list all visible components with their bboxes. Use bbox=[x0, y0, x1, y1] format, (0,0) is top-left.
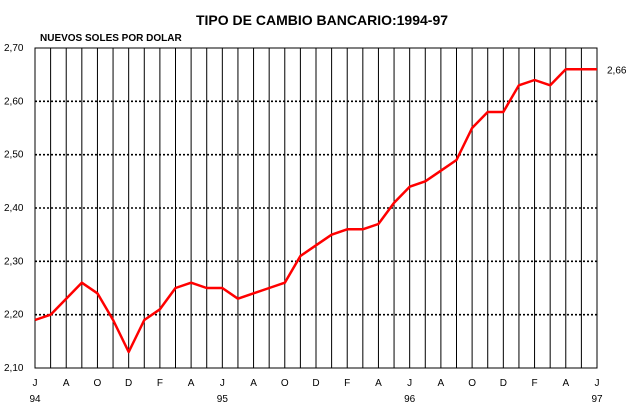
x-tick-label: A bbox=[562, 378, 569, 389]
x-tick-label: F bbox=[157, 378, 163, 389]
y-axis-label: NUEVOS SOLES POR DOLAR bbox=[40, 33, 182, 44]
y-tick-labels: 2,10 2,20 2,30 2,40 2,50 2,60 2,70 bbox=[4, 43, 24, 374]
x-tick-label: A bbox=[188, 378, 195, 389]
year-label: 95 bbox=[217, 394, 229, 405]
x-tick-label: F bbox=[532, 378, 538, 389]
x-tick-label: O bbox=[468, 378, 476, 389]
x-tick-label: A bbox=[63, 378, 70, 389]
x-tick-label: F bbox=[344, 378, 350, 389]
y-tick-label: 2,60 bbox=[4, 96, 24, 107]
y-tick-label: 2,10 bbox=[4, 363, 24, 374]
series-line bbox=[34, 68, 597, 354]
x-tick-label: A bbox=[375, 378, 382, 389]
year-label: 96 bbox=[404, 394, 416, 405]
plot-area bbox=[34, 47, 598, 369]
y-tick-label: 2,70 bbox=[4, 43, 24, 54]
x-tick-label: O bbox=[281, 378, 289, 389]
year-label: 97 bbox=[591, 394, 603, 405]
x-tick-label: J bbox=[407, 378, 412, 389]
year-labels: 94 95 96 97 bbox=[29, 394, 603, 405]
y-tick-label: 2,20 bbox=[4, 310, 24, 321]
end-value-label: 2,66 bbox=[607, 65, 627, 76]
year-label: 94 bbox=[29, 394, 41, 405]
x-tick-label: D bbox=[125, 378, 132, 389]
x-tick-label: O bbox=[94, 378, 102, 389]
y-tick-label: 2,30 bbox=[4, 256, 24, 267]
x-tick-label: D bbox=[500, 378, 507, 389]
x-tick-label: J bbox=[220, 378, 225, 389]
x-tick-label: J bbox=[595, 378, 600, 389]
grid-lines bbox=[35, 48, 597, 368]
chart-title: TIPO DE CAMBIO BANCARIO:1994-97 bbox=[196, 12, 448, 28]
x-tick-label: A bbox=[438, 378, 445, 389]
y-tick-label: 2,50 bbox=[4, 150, 24, 161]
x-tick-label: J bbox=[33, 378, 38, 389]
y-tick-label: 2,40 bbox=[4, 203, 24, 214]
x-tick-label: D bbox=[312, 378, 319, 389]
x-tick-label: A bbox=[250, 378, 257, 389]
